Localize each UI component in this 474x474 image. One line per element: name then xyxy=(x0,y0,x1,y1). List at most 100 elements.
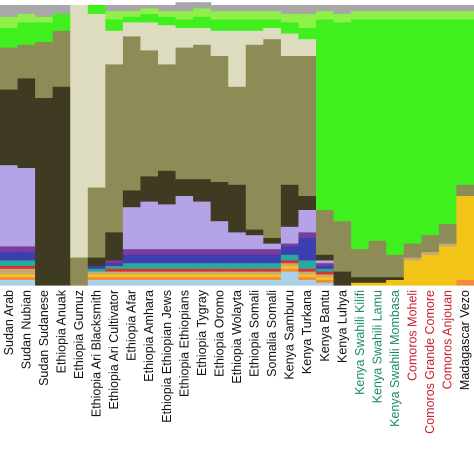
population-label: Sudan Sudanese xyxy=(37,290,51,386)
bar-segment-purple xyxy=(193,248,212,255)
bar-segment-lightgreen xyxy=(175,10,194,20)
bar-segment-darkbrown xyxy=(245,229,264,236)
bar-segment-tan xyxy=(122,271,142,275)
bar-segment-blue xyxy=(210,254,229,264)
bar-segment-gray xyxy=(298,5,317,14)
population-label: Kenya Samburu xyxy=(283,290,297,380)
bar-segment-orange xyxy=(456,279,474,286)
bar-segment-purple xyxy=(228,248,247,255)
bar-segment-tan xyxy=(105,271,124,275)
bar-segment-yellow xyxy=(0,273,19,278)
bar-segment-darkbrown xyxy=(228,184,247,233)
bar-segment-gray xyxy=(17,5,36,14)
bar-segment-brightgreen xyxy=(421,19,440,236)
bar-segment-cream xyxy=(122,21,142,37)
bar-segment-cream xyxy=(140,21,159,51)
bar-segment-lavender xyxy=(158,203,177,250)
bar-segment-gray xyxy=(228,5,247,12)
bar-segment-orange xyxy=(298,276,317,280)
bar-segment-red xyxy=(0,265,19,269)
bar-segment-yellow xyxy=(193,273,212,278)
population-label: Kenya Bantu xyxy=(318,290,332,362)
bar-segment-yellow xyxy=(368,282,387,286)
bar-segment-tan xyxy=(263,271,282,275)
bar-segment-olive xyxy=(333,220,352,272)
bar-segment-teal xyxy=(193,262,212,269)
bar-segment-brightgreen xyxy=(368,19,387,241)
population-label: Madagascar Vezo xyxy=(458,290,472,390)
bar-segment-teal xyxy=(0,259,19,266)
bar-segment-lavender xyxy=(210,220,229,250)
bar-segment-olive xyxy=(122,35,142,191)
bar-segment-olive xyxy=(158,63,177,171)
bar-segment-orange xyxy=(17,276,36,280)
bar-segment-purple xyxy=(245,248,264,255)
bar-segment-darkbrown xyxy=(122,189,142,208)
bar-segment-gray xyxy=(193,2,212,9)
bar-segment-darkbrown xyxy=(105,231,124,261)
bar-segment-olive xyxy=(210,55,229,182)
bar-segment-teal xyxy=(140,262,159,269)
population-label: Ethiopia Afar xyxy=(125,290,139,361)
bar-segment-lightblue xyxy=(122,279,142,286)
bar-segment-red xyxy=(298,268,317,272)
bar-segment-lightgreen xyxy=(228,10,247,20)
bar-segment-yellow xyxy=(228,273,247,278)
bar-segment-darkbrown xyxy=(175,178,194,196)
bar-segment-yellow xyxy=(386,279,405,286)
bar-segment-tan xyxy=(193,271,212,275)
bar-segment-yellow xyxy=(263,273,282,278)
bar-segment-red xyxy=(122,268,142,272)
bar-segment-lavender xyxy=(140,201,159,250)
bar-segment-cream xyxy=(263,27,282,40)
bar-segment-brightgreen xyxy=(17,21,36,45)
bar-segment-blue xyxy=(193,254,212,264)
bar-segment-olive xyxy=(70,257,89,286)
bar-segment-olive xyxy=(87,187,106,258)
population-label: Ethiopia Ethiopians xyxy=(177,290,191,397)
bar-segment-lavender xyxy=(17,167,36,247)
bar-segment-olive xyxy=(351,248,370,278)
population-label: Kenya Swahili Mombasa xyxy=(388,290,402,427)
bar-segment-purple xyxy=(140,248,159,255)
bar-segment-gray xyxy=(245,5,264,12)
bar-segment-tan xyxy=(403,257,422,261)
population-label: Kenya Swahili Kilifi xyxy=(353,290,367,395)
bar-segment-brightgreen xyxy=(403,19,422,244)
bar-segment-blue xyxy=(122,254,142,264)
bar-segment-yellow xyxy=(280,265,300,269)
bar-segment-orange xyxy=(105,276,124,280)
bar-segment-olive xyxy=(298,55,317,197)
bar-segment-teal xyxy=(245,262,264,269)
population-label: Comoros Moheli xyxy=(406,290,420,381)
bar-segment-lightblue xyxy=(87,279,106,286)
bar-segment-gray xyxy=(263,5,282,12)
bar-segment-gray xyxy=(456,5,474,12)
bar-segment-brightgreen xyxy=(245,19,264,31)
population-label: Ethiopia Wolayta xyxy=(230,290,244,384)
bar-segment-purple xyxy=(122,248,142,255)
bar-segment-lightgreen xyxy=(316,10,335,20)
bar-segment-tan xyxy=(438,243,458,247)
bar-segment-lightgreen xyxy=(351,10,370,20)
bar-segment-lavender xyxy=(193,201,212,250)
bar-segment-blue xyxy=(0,251,19,261)
bar-segment-teal xyxy=(175,262,194,269)
bar-segment-gray xyxy=(421,5,440,12)
bar-segment-darkbrown xyxy=(280,184,300,227)
bar-segment-gray xyxy=(175,2,194,12)
bar-segment-yellow xyxy=(122,273,142,278)
bar-segment-cream xyxy=(158,24,177,65)
bar-segment-tan xyxy=(210,271,229,275)
bar-segment-darkbrown xyxy=(35,97,54,286)
population-label: Ethiopia Ethiopian Jews xyxy=(160,290,174,423)
bar-segment-orange xyxy=(0,276,19,280)
population-label: Ethiopia Gumuz xyxy=(72,290,86,379)
bar-segment-yellow xyxy=(351,282,370,286)
bar-segment-olive xyxy=(421,234,440,252)
bar-segment-lightgreen xyxy=(105,10,124,20)
bar-segment-brightgreen xyxy=(386,19,405,255)
population-labels: Sudan Arab Sudan Nubian Sudan Sudanese Ethi… xyxy=(2,289,472,434)
bar-segment-brightgreen xyxy=(52,13,71,31)
bar-segment-red xyxy=(17,265,36,269)
